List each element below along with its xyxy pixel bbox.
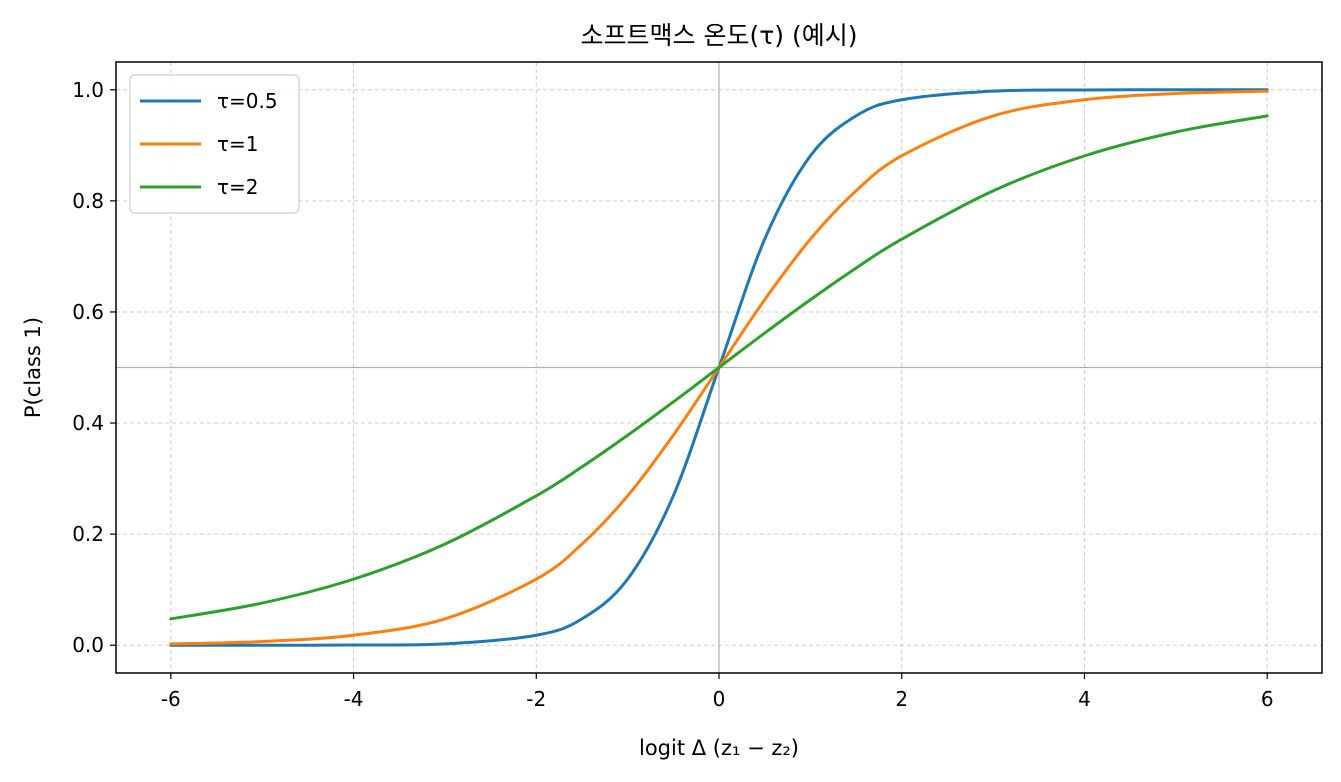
y-tick-label: 0.6	[72, 300, 104, 324]
x-tick-label: -6	[161, 687, 181, 711]
x-tick-label: 4	[1078, 687, 1091, 711]
y-tick-label: 0.8	[72, 189, 104, 213]
chart-title: 소프트맥스 온도(τ) (예시)	[581, 21, 858, 50]
x-axis-title: logit Δ (z₁ − z₂)	[639, 736, 799, 760]
legend-label: τ=1	[217, 132, 259, 156]
legend-label: τ=0.5	[217, 89, 278, 113]
x-tick-label: -2	[526, 687, 546, 711]
series-line	[169, 114, 1269, 621]
y-tick-label: 0.2	[72, 522, 104, 546]
series-layer	[169, 88, 1269, 647]
x-tick-label: 2	[895, 687, 908, 711]
ticks: -6 -4 -2 0 2 4 6 0.0 0.2 0.4 0.6 0.8 1.0	[72, 78, 1273, 711]
y-tick-label: 1.0	[72, 78, 104, 102]
legend-label: τ=2	[217, 175, 259, 199]
x-tick-label: 0	[713, 687, 726, 711]
y-tick-label: 0.0	[72, 633, 104, 657]
y-axis-title: P(class 1)	[21, 317, 45, 418]
x-tick-label: 6	[1261, 687, 1274, 711]
legend: τ=0.5 τ=1 τ=2	[129, 74, 300, 214]
y-tick-label: 0.4	[72, 411, 104, 435]
x-tick-label: -4	[344, 687, 364, 711]
legend-box	[129, 74, 300, 214]
